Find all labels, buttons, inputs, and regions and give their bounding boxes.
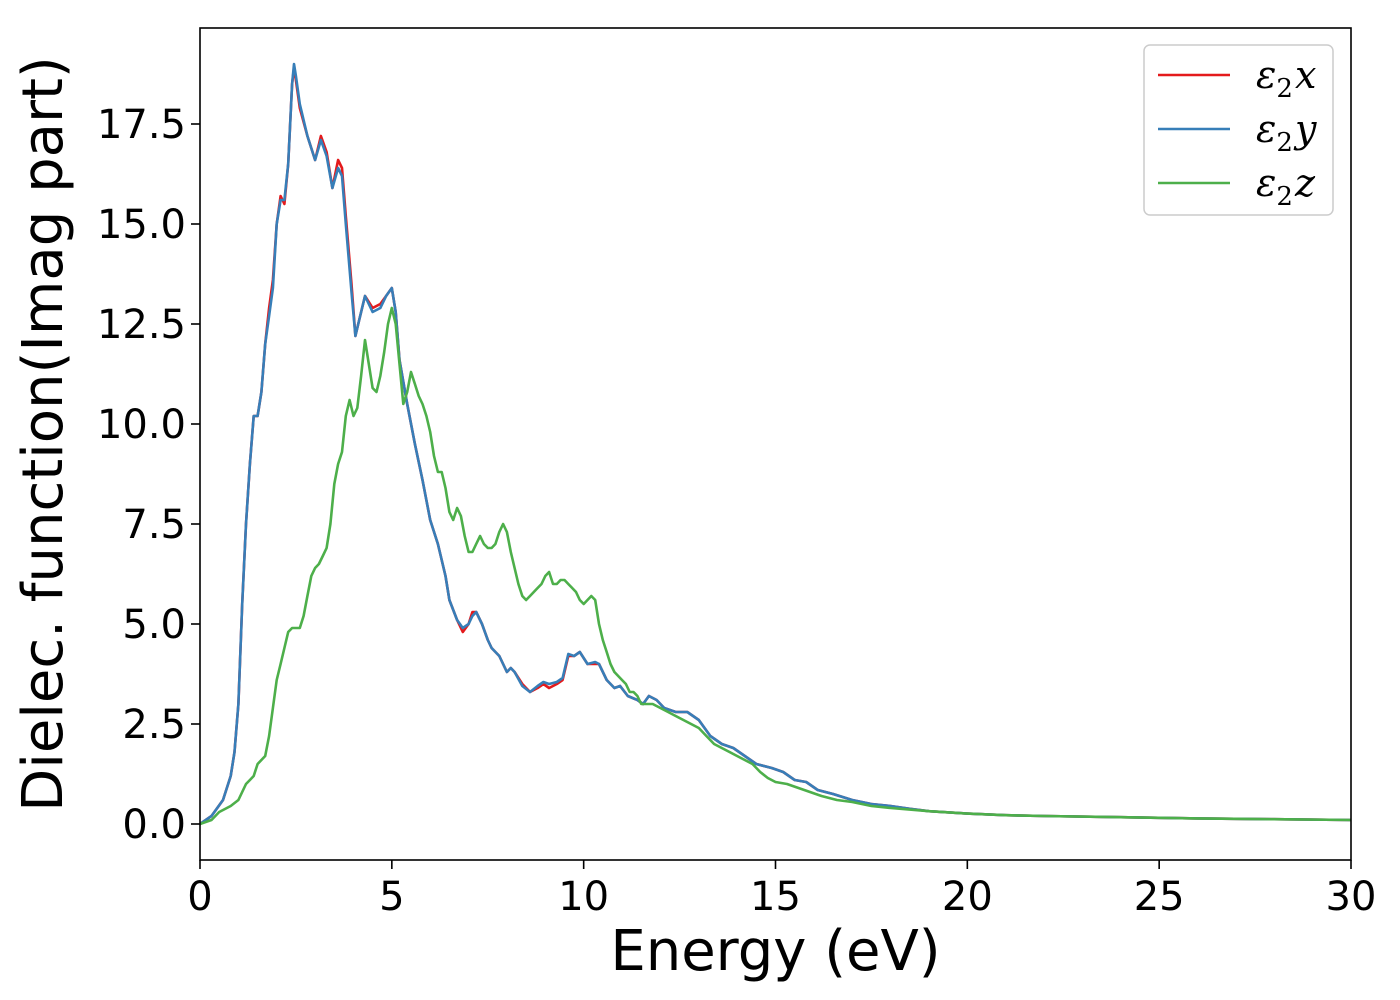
x-tick-label: 25	[1134, 874, 1185, 920]
y-tick-label: 7.5	[122, 502, 186, 548]
x-tick-label: 5	[379, 874, 404, 920]
series-lines	[200, 62, 1351, 826]
y-tick-label: 10.0	[97, 402, 186, 448]
legend-box	[1143, 44, 1334, 216]
y-tick-label: 2.5	[122, 702, 186, 748]
x-axis-label: Energy (eV)	[610, 919, 940, 984]
legend-item: ε2x	[1158, 53, 1316, 104]
legend-item: ε2y	[1158, 107, 1317, 158]
y-tick-label: 0.0	[122, 802, 186, 848]
y-tick-label: 5.0	[122, 602, 186, 648]
series-line-y	[200, 62, 1351, 826]
legend-label: ε2z	[1256, 161, 1316, 212]
y-axis-label: Dielec. function(Imag part)	[11, 56, 76, 812]
x-tick-label: 10	[558, 874, 609, 920]
x-tick-label: 15	[750, 874, 801, 920]
y-tick-label: 12.5	[97, 302, 186, 348]
y-tick-label: 17.5	[97, 102, 186, 148]
legend-label: ε2y	[1256, 107, 1317, 158]
x-tick-label: 0	[187, 874, 212, 920]
y-axis: 0.0 2.5 5.0 7.5 10.0 12.5 15.0 17.5	[97, 102, 200, 848]
legend-item: ε2z	[1158, 161, 1316, 212]
y-tick-label: 15.0	[97, 202, 186, 248]
legend-label: ε2x	[1256, 53, 1316, 104]
x-tick-label: 30	[1326, 874, 1377, 920]
series-line-z	[200, 306, 1351, 826]
x-axis: 0 5 10 15 20 25 30	[187, 860, 1376, 920]
x-tick-label: 20	[942, 874, 993, 920]
